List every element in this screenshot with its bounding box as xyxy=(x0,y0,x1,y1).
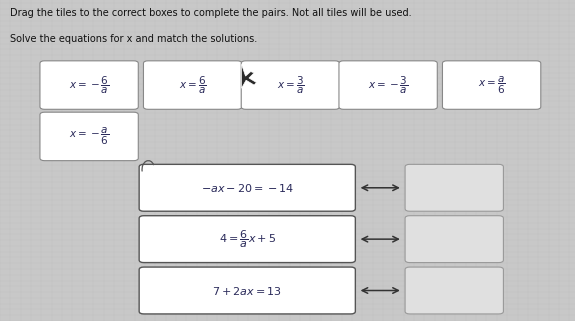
FancyBboxPatch shape xyxy=(405,267,504,314)
FancyBboxPatch shape xyxy=(242,61,339,109)
Text: $x = -\dfrac{a}{6}$: $x = -\dfrac{a}{6}$ xyxy=(69,126,109,147)
Text: $x = -\dfrac{6}{a}$: $x = -\dfrac{6}{a}$ xyxy=(69,74,109,96)
Text: $x = \dfrac{a}{6}$: $x = \dfrac{a}{6}$ xyxy=(478,74,505,96)
Text: Solve the equations for x and match the solutions.: Solve the equations for x and match the … xyxy=(10,34,258,44)
FancyBboxPatch shape xyxy=(405,216,504,263)
FancyBboxPatch shape xyxy=(139,164,355,211)
FancyBboxPatch shape xyxy=(405,164,504,211)
FancyBboxPatch shape xyxy=(40,112,138,161)
FancyBboxPatch shape xyxy=(139,267,355,314)
Polygon shape xyxy=(242,64,256,88)
Text: $x = -\dfrac{3}{a}$: $x = -\dfrac{3}{a}$ xyxy=(368,74,408,96)
Text: Drag the tiles to the correct boxes to complete the pairs. Not all tiles will be: Drag the tiles to the correct boxes to c… xyxy=(10,8,412,18)
Text: $x = \dfrac{3}{a}$: $x = \dfrac{3}{a}$ xyxy=(277,74,304,96)
FancyBboxPatch shape xyxy=(443,61,540,109)
FancyBboxPatch shape xyxy=(40,61,138,109)
FancyBboxPatch shape xyxy=(139,216,355,263)
Text: $x = \dfrac{6}{a}$: $x = \dfrac{6}{a}$ xyxy=(179,74,206,96)
Text: $4 = \dfrac{6}{a}x + 5$: $4 = \dfrac{6}{a}x + 5$ xyxy=(218,229,276,250)
Text: $7 + 2ax = 13$: $7 + 2ax = 13$ xyxy=(212,284,282,297)
FancyBboxPatch shape xyxy=(144,61,242,109)
FancyBboxPatch shape xyxy=(339,61,437,109)
Text: $-ax - 20 = -14$: $-ax - 20 = -14$ xyxy=(201,182,294,194)
